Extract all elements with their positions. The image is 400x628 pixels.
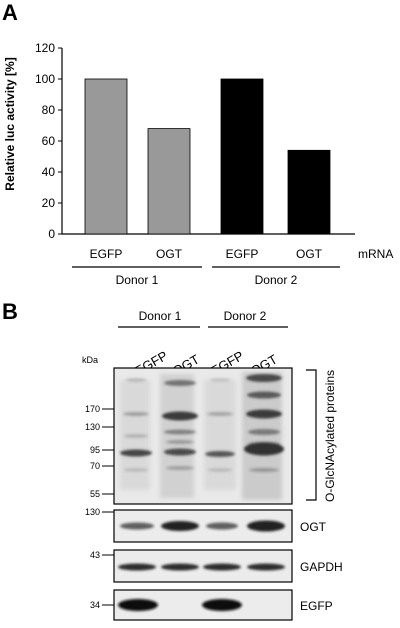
y-axis-label: Relative luc activity [%]	[3, 57, 17, 190]
y-tick-label-60: 60	[42, 134, 56, 148]
bar-4	[287, 149, 331, 235]
panel-b-label: B	[2, 299, 18, 324]
marker-70: 70	[90, 461, 100, 471]
marker-43: 43	[90, 550, 100, 560]
egfp-blot-label: EGFP	[300, 599, 333, 613]
marker-130-ogt: 130	[85, 507, 100, 517]
y-tick-label-0: 0	[48, 227, 55, 241]
blot-ogt: 130 OGT	[85, 507, 327, 543]
blot-donor-1-label: Donor 1	[139, 309, 182, 323]
marker-130: 130	[85, 422, 100, 432]
y-tick-label-120: 120	[35, 41, 55, 55]
o-glcnac-label: O-GlcNAcylated proteins	[323, 370, 337, 502]
bar-1	[84, 78, 128, 235]
x-category-labels: EGFP OGT EGFP OGT	[90, 247, 323, 261]
x-category-label-4: OGT	[296, 247, 323, 261]
y-tick-label-40: 40	[42, 165, 56, 179]
y-tick-label-20: 20	[42, 196, 56, 210]
marker-95: 95	[90, 445, 100, 455]
panel-a-label: A	[2, 0, 18, 25]
blot-egfp: 34 EGFP	[90, 589, 333, 621]
donor-label-2: Donor 2	[255, 273, 298, 287]
mrna-label: mRNA	[358, 247, 393, 261]
donor-label-1: Donor 1	[116, 273, 159, 287]
bar-2	[147, 128, 191, 235]
blot-gapdh: 43 GAPDH	[90, 549, 343, 583]
x-category-label-1: EGFP	[90, 247, 123, 261]
kda-label: kDa	[82, 355, 98, 365]
blot-donor-2-label: Donor 2	[224, 309, 267, 323]
y-tick-label-80: 80	[42, 103, 56, 117]
blot-o-glcnacylated: 170 130 95 70 55 O-GlcNAcylated proteins	[85, 367, 337, 505]
marker-55: 55	[90, 489, 100, 499]
marker-170: 170	[85, 404, 100, 414]
gapdh-blot-label: GAPDH	[300, 560, 343, 574]
ogt-blot-label: OGT	[300, 520, 327, 534]
x-category-label-3: EGFP	[226, 247, 259, 261]
marker-34: 34	[90, 600, 100, 610]
x-category-label-2: OGT	[156, 247, 183, 261]
bars	[84, 78, 331, 235]
y-tick-label-100: 100	[35, 72, 55, 86]
o-glcnac-bracket	[306, 369, 317, 501]
donor-group-labels: Donor 1 Donor 2	[116, 273, 298, 287]
bar-3	[220, 78, 264, 235]
